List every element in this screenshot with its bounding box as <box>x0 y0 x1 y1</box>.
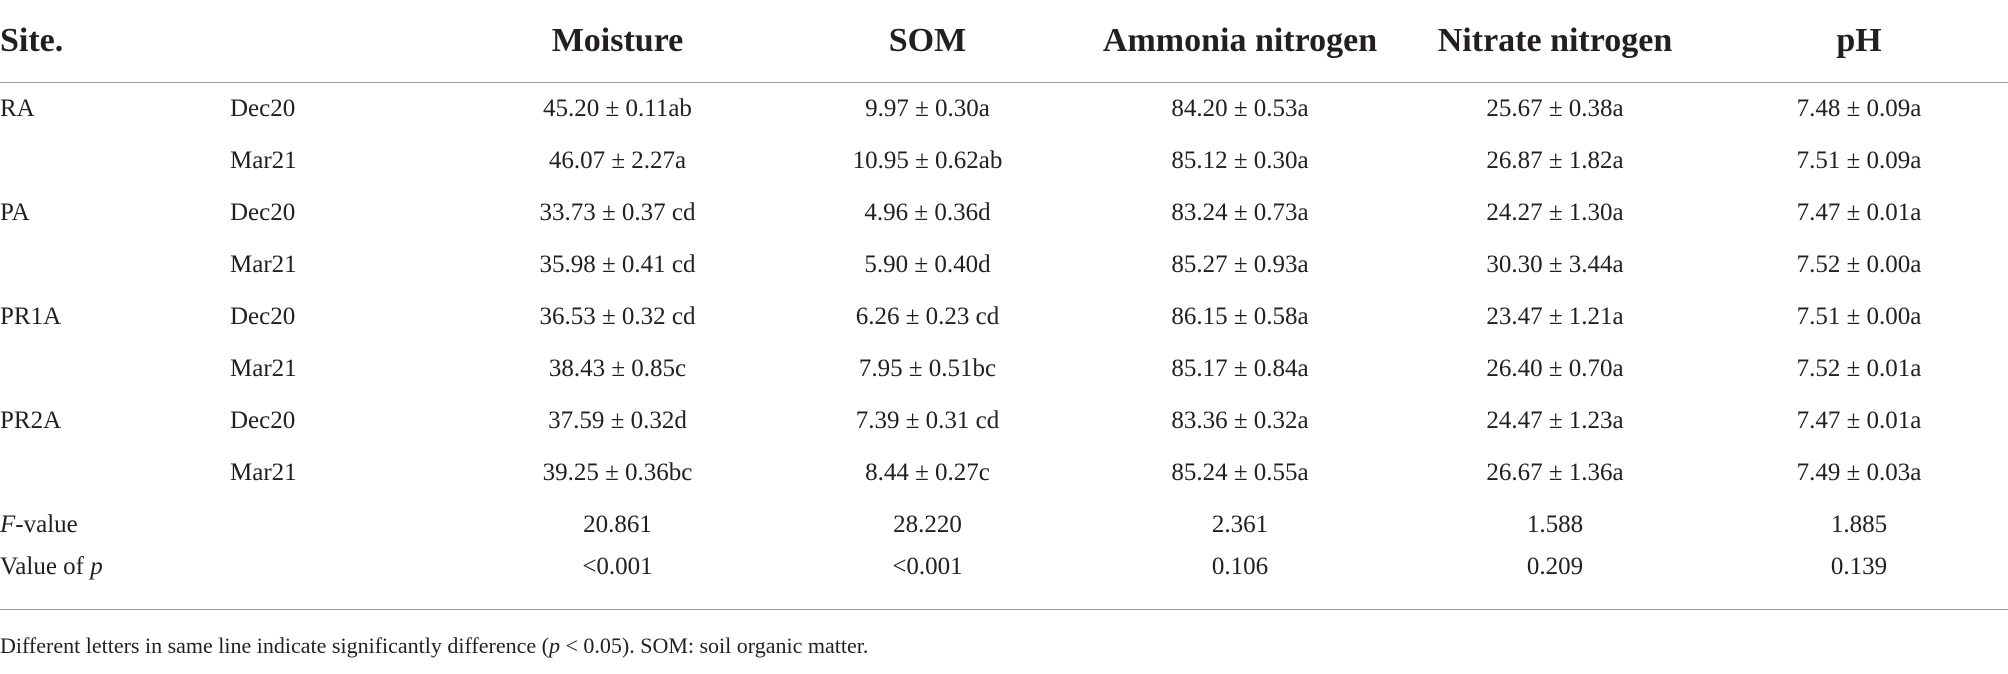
p-ammonia: 0.106 <box>1080 551 1400 610</box>
cell-nitrate: 26.67 ± 1.36a <box>1486 459 1624 486</box>
cell-nitrate: 26.87 ± 1.82a <box>1486 147 1624 174</box>
cell-ammonia: 85.24 ± 0.55a <box>1171 459 1309 486</box>
cell-site <box>0 135 230 187</box>
header-row: Site. Moisture SOM Ammonia nitrogen Nitr… <box>0 0 2008 83</box>
p-label-rest: Value of <box>0 553 91 580</box>
cell-ammonia: 83.36 ± 0.32a <box>1171 407 1309 434</box>
cell-nitrate: 24.27 ± 1.30a <box>1486 199 1624 226</box>
cell-som: 7.39 ± 0.31 cd <box>855 407 1000 434</box>
soil-properties-table: Site. Moisture SOM Ammonia nitrogen Nitr… <box>0 0 2008 610</box>
cell-moisture: 45.20 ± 0.11ab <box>543 95 692 122</box>
table-row: Mar21 46.07 ± 2.27a 10.95 ± 0.62ab 85.12… <box>0 135 2008 187</box>
cell-moisture: 46.07 ± 2.27a <box>548 147 687 174</box>
footnote-p-italic: p <box>548 633 560 658</box>
cell-ammonia: 85.12 ± 0.30a <box>1171 147 1309 174</box>
cell-month-empty <box>230 499 460 551</box>
cell-moisture: 38.43 ± 0.85c <box>548 355 687 382</box>
cell-moisture: 35.98 ± 0.41 cd <box>539 251 696 278</box>
cell-ph: 7.51 ± 0.00a <box>1796 303 1922 330</box>
cell-ph: 7.47 ± 0.01a <box>1796 199 1922 226</box>
cell-month: Mar21 <box>230 459 297 486</box>
f-value-row: F-value 20.861 28.220 2.361 1.588 1.885 <box>0 499 2008 551</box>
footnote-part1: Different letters in same line indicate … <box>0 633 549 658</box>
cell-site <box>0 447 230 499</box>
f-ph: 1.885 <box>1830 511 1888 538</box>
cell-site <box>0 343 230 395</box>
cell-ammonia: 84.20 ± 0.53a <box>1171 95 1309 122</box>
p-value-row: Value of p <0.001 <0.001 0.106 0.209 0.1… <box>0 551 2008 610</box>
cell-month: Dec20 <box>230 95 296 122</box>
cell-site: RA <box>0 95 35 122</box>
cell-site: PA <box>0 199 30 226</box>
table-row: PR2A Dec20 37.59 ± 0.32d 7.39 ± 0.31 cd … <box>0 395 2008 447</box>
table-row: Mar21 39.25 ± 0.36bc 8.44 ± 0.27c 85.24 … <box>0 447 2008 499</box>
cell-som: 7.95 ± 0.51bc <box>858 355 997 382</box>
p-nitrate: 0.209 <box>1400 551 1710 610</box>
header-site: Site. <box>0 0 230 83</box>
f-value-label: F-value <box>0 499 230 551</box>
cell-nitrate: 26.40 ± 0.70a <box>1486 355 1624 382</box>
table-footnote: Different letters in same line indicate … <box>0 633 868 659</box>
cell-som: 9.97 ± 0.30a <box>865 95 990 122</box>
cell-site: PR1A <box>0 303 62 330</box>
p-value-label: Value of p <box>0 551 230 610</box>
table-row: RA Dec20 45.20 ± 0.11ab 9.97 ± 0.30a 84.… <box>0 83 2008 136</box>
cell-month-empty <box>230 551 460 610</box>
header-nitrate: Nitrate nitrogen <box>1400 0 1710 83</box>
cell-som: 8.44 ± 0.27c <box>865 459 990 486</box>
f-ammonia: 2.361 <box>1211 511 1269 538</box>
header-ammonia: Ammonia nitrogen <box>1080 0 1400 83</box>
cell-ammonia: 86.15 ± 0.58a <box>1171 303 1309 330</box>
cell-nitrate: 30.30 ± 3.44a <box>1486 251 1624 278</box>
f-label-rest: -value <box>15 511 78 538</box>
table-row: Mar21 38.43 ± 0.85c 7.95 ± 0.51bc 85.17 … <box>0 343 2008 395</box>
cell-som: 10.95 ± 0.62ab <box>852 147 1003 174</box>
cell-month: Mar21 <box>230 251 297 278</box>
f-moisture: 20.861 <box>583 511 652 538</box>
cell-ammonia: 85.27 ± 0.93a <box>1171 251 1309 278</box>
header-ph: pH <box>1710 0 2008 83</box>
header-moisture: Moisture <box>460 0 775 83</box>
cell-ph: 7.51 ± 0.09a <box>1796 147 1922 174</box>
cell-ammonia: 83.24 ± 0.73a <box>1171 199 1309 226</box>
cell-som: 6.26 ± 0.23 cd <box>855 303 1000 330</box>
table-row: Mar21 35.98 ± 0.41 cd 5.90 ± 0.40d 85.27… <box>0 239 2008 291</box>
cell-ph: 7.52 ± 0.00a <box>1796 251 1922 278</box>
cell-moisture: 33.73 ± 0.37 cd <box>539 199 696 226</box>
cell-month: Dec20 <box>230 303 296 330</box>
cell-nitrate: 23.47 ± 1.21a <box>1486 303 1624 330</box>
cell-ph: 7.52 ± 0.01a <box>1796 355 1922 382</box>
cell-moisture: 39.25 ± 0.36bc <box>542 459 693 486</box>
cell-moisture: 36.53 ± 0.32 cd <box>539 303 696 330</box>
f-som: 28.220 <box>893 511 962 538</box>
cell-nitrate: 24.47 ± 1.23a <box>1486 407 1624 434</box>
table-row: PR1A Dec20 36.53 ± 0.32 cd 6.26 ± 0.23 c… <box>0 291 2008 343</box>
cell-site: PR2A <box>0 407 62 434</box>
cell-month: Dec20 <box>230 199 296 226</box>
p-som: <0.001 <box>775 551 1080 610</box>
p-ph: 0.139 <box>1710 551 2008 610</box>
cell-ph: 7.48 ± 0.09a <box>1796 95 1922 122</box>
header-month <box>230 0 460 83</box>
cell-som: 5.90 ± 0.40d <box>864 251 991 278</box>
cell-ph: 7.47 ± 0.01a <box>1796 407 1922 434</box>
cell-ammonia: 85.17 ± 0.84a <box>1171 355 1309 382</box>
cell-month: Mar21 <box>230 147 297 174</box>
f-italic: F <box>0 511 16 538</box>
cell-ph: 7.49 ± 0.03a <box>1796 459 1922 486</box>
cell-month: Mar21 <box>230 355 297 382</box>
cell-nitrate: 25.67 ± 0.38a <box>1486 95 1624 122</box>
cell-moisture: 37.59 ± 0.32d <box>548 407 687 434</box>
p-moisture: <0.001 <box>460 551 775 610</box>
cell-som: 4.96 ± 0.36d <box>864 199 991 226</box>
p-italic: p <box>90 553 103 580</box>
cell-month: Dec20 <box>230 407 296 434</box>
cell-site <box>0 239 230 291</box>
f-nitrate: 1.588 <box>1526 511 1584 538</box>
header-som: SOM <box>775 0 1080 83</box>
footnote-part2: < 0.05). SOM: soil organic matter. <box>559 633 869 658</box>
table-row: PA Dec20 33.73 ± 0.37 cd 4.96 ± 0.36d 83… <box>0 187 2008 239</box>
data-table-container: Site. Moisture SOM Ammonia nitrogen Nitr… <box>0 0 2008 610</box>
